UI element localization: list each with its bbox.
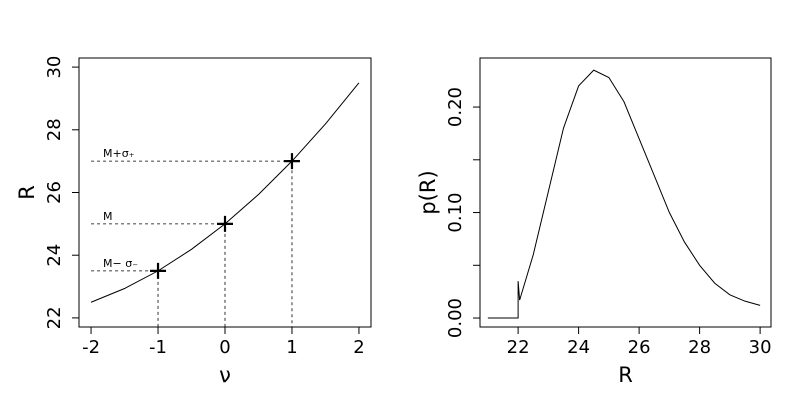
- plot-box: [78, 57, 372, 328]
- point-marker: [217, 215, 233, 232]
- x-tick-label: 1: [286, 337, 297, 358]
- y-tick-label: 24: [44, 244, 65, 267]
- x-tick-label: 30: [749, 337, 772, 358]
- y-tick-label: 30: [44, 56, 65, 79]
- y-tick-label: 0.10: [445, 193, 466, 233]
- x-tick-label: 24: [567, 337, 590, 358]
- curve: [487, 69, 761, 319]
- y-axis-label: R: [15, 185, 39, 200]
- guide-line: [91, 270, 159, 327]
- x-tick-label: -2: [82, 337, 100, 358]
- x-tick-label: -1: [149, 337, 167, 358]
- x-axis-label: ν: [219, 363, 231, 387]
- x-tick-label: 2: [353, 337, 364, 358]
- x-tick-label: 28: [688, 337, 711, 358]
- point-marker: [150, 262, 167, 279]
- guide-label: M+σ₊: [103, 147, 135, 160]
- guide-label: M− σ₋: [103, 257, 138, 270]
- guide-line: [91, 160, 293, 327]
- y-tick-label: 26: [44, 181, 65, 204]
- plot-box: [479, 57, 772, 328]
- x-tick-label: 0: [219, 337, 230, 358]
- y-tick-label: 28: [44, 118, 65, 141]
- point-marker: [283, 153, 300, 170]
- y-axis-label: p(R): [416, 170, 440, 214]
- x-axis-label: R: [618, 363, 633, 387]
- y-tick-label: 0.20: [445, 87, 466, 127]
- y-tick-label: 22: [44, 306, 65, 329]
- guide-label: M: [103, 210, 113, 223]
- y-tick-label: 0.00: [445, 298, 466, 338]
- x-tick-label: 22: [507, 337, 530, 358]
- x-tick-label: 26: [628, 337, 651, 358]
